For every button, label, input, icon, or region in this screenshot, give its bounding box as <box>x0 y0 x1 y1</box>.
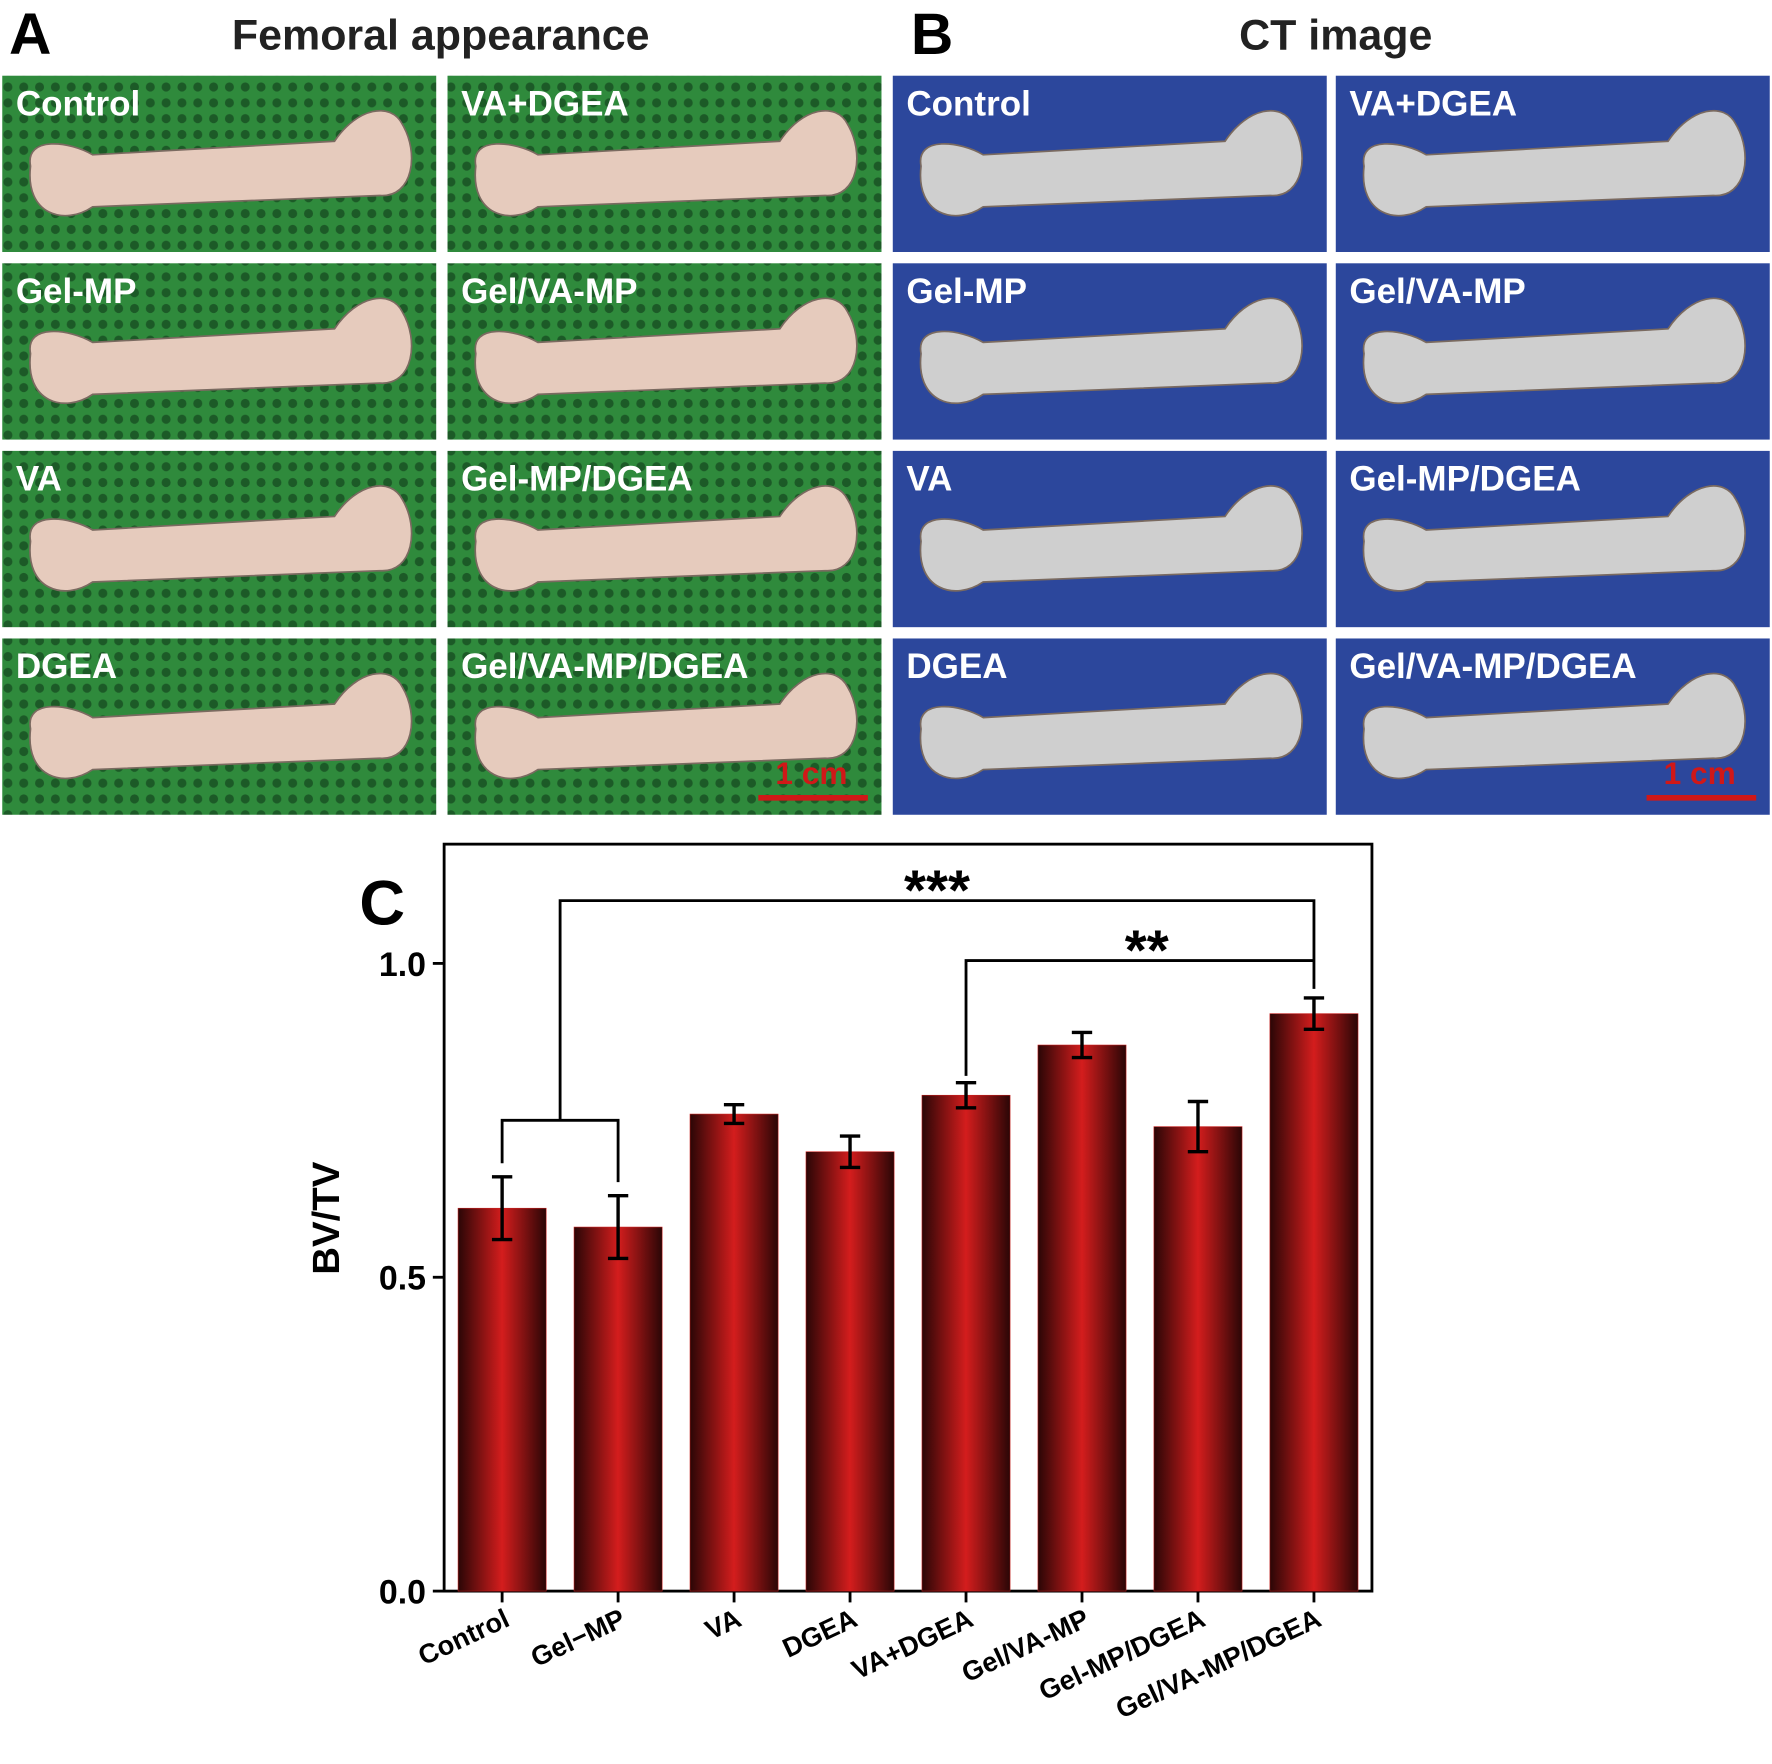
tile-label: Control <box>906 84 1030 123</box>
error-bar <box>1071 1030 1093 1060</box>
error-bar <box>723 1102 745 1126</box>
tile-label: Gel-MP/DGEA <box>461 459 693 498</box>
scale-bar-label: 1 cm <box>775 755 847 791</box>
x-tick-label: Gel−MP <box>526 1602 630 1672</box>
x-tick-label: DGEA <box>778 1602 862 1663</box>
y-tick-label: 1.0 <box>379 946 426 984</box>
bone <box>1362 297 1746 405</box>
tile-label: Gel-MP/DGEA <box>1349 459 1581 498</box>
tile-label: VA <box>16 459 62 498</box>
bar <box>1037 1044 1127 1592</box>
bar <box>457 1207 547 1592</box>
error-bar <box>491 1175 513 1242</box>
panel-title: CT image <box>1239 12 1432 60</box>
bone <box>29 485 413 592</box>
tile-label: Gel/VA-MP/DGEA <box>1349 647 1636 686</box>
x-tick-label: Gel/VA-MP/DGEA <box>1111 1602 1326 1724</box>
bone <box>474 485 858 592</box>
bar <box>921 1094 1011 1592</box>
tile-label: Control <box>16 84 140 123</box>
tile-label: Gel/VA-MP/DGEA <box>461 647 748 686</box>
tile-label: VA <box>906 459 952 498</box>
plot-frame <box>442 842 1374 1593</box>
x-tick-label: VA <box>700 1602 745 1645</box>
bone <box>919 110 1303 217</box>
significance-bracket <box>500 1118 620 1183</box>
bone <box>919 485 1303 592</box>
tile-label: Gel-MP <box>16 272 137 311</box>
tile-label: DGEA <box>906 647 1007 686</box>
panel-letter: B <box>911 2 953 67</box>
y-axis-label: BV/TV <box>305 1161 348 1274</box>
bone <box>29 110 413 217</box>
panel-letter: A <box>9 2 51 67</box>
bar <box>1153 1126 1243 1592</box>
error-bar <box>955 1080 977 1110</box>
bone <box>919 297 1303 405</box>
x-tick-label: Control <box>413 1602 513 1671</box>
bone <box>474 110 858 217</box>
bone <box>29 672 413 780</box>
bone <box>919 672 1303 780</box>
tile-label: VA+DGEA <box>461 84 629 123</box>
significance-bracket <box>558 899 1316 1121</box>
bone <box>474 672 858 780</box>
panel-title: Femoral appearance <box>232 12 650 60</box>
bone <box>474 297 858 405</box>
significance-label: *** <box>904 859 970 922</box>
y-tick-label: 0.0 <box>379 1574 426 1612</box>
panel-letter: C <box>359 868 405 938</box>
tile-label: Gel/VA-MP <box>461 272 637 311</box>
bar <box>805 1151 895 1592</box>
error-bar <box>607 1193 629 1261</box>
significance-label: ** <box>1125 919 1169 982</box>
error-bar <box>839 1134 861 1170</box>
bar <box>1269 1013 1359 1592</box>
x-tick-label: VA+DGEA <box>847 1602 978 1685</box>
significance-bracket <box>964 959 1314 1076</box>
error-bar <box>1187 1099 1209 1154</box>
tile-label: Gel-MP <box>906 272 1027 311</box>
y-tick-label: 0.5 <box>379 1260 426 1298</box>
bone <box>1362 110 1746 217</box>
bone <box>29 297 413 405</box>
bar <box>689 1113 779 1592</box>
bar <box>573 1226 663 1592</box>
tile-label: VA+DGEA <box>1349 84 1517 123</box>
scale-bar-label: 1 cm <box>1664 755 1736 791</box>
tile-label: DGEA <box>16 647 117 686</box>
bone <box>1362 672 1746 780</box>
bone <box>1362 485 1746 592</box>
error-bar <box>1303 996 1325 1032</box>
tile-label: Gel/VA-MP <box>1349 272 1525 311</box>
